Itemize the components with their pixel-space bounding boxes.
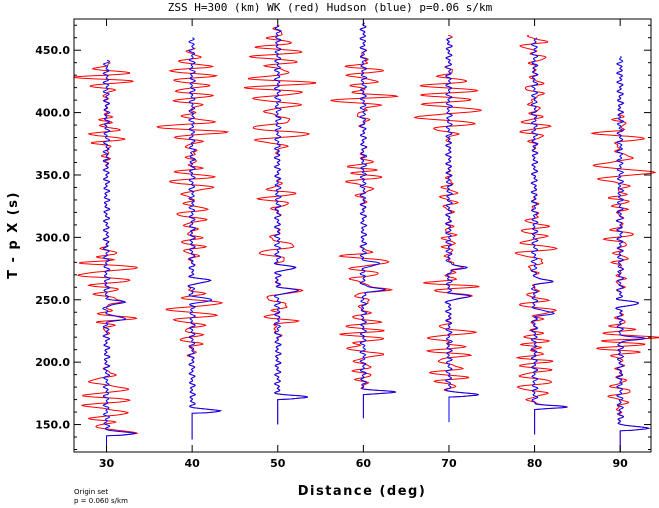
x-tick-label: 30 <box>99 457 115 470</box>
y-tick-label: 200.0 <box>35 356 70 369</box>
y-axis-label: T - p X (s) <box>6 191 21 279</box>
y-tick-label: 250.0 <box>35 294 70 307</box>
y-tick-label: 150.0 <box>35 419 70 432</box>
x-tick-label: 50 <box>270 457 286 470</box>
chart-title: ZSS H=300 (km) WK (red) Hudson (blue) p=… <box>168 1 493 14</box>
wk-trace <box>590 62 659 452</box>
hudson-trace <box>530 37 567 435</box>
hudson-trace <box>273 24 308 425</box>
y-axis-ticks: 150.0 200.0 250.0 300.0 350.0 400.0 450.0 <box>35 24 651 451</box>
hudson-trace <box>444 37 479 423</box>
hudson-trace <box>359 22 396 419</box>
x-tick-label: 70 <box>441 457 457 470</box>
wk-trace <box>514 34 568 435</box>
x-tick-label: 80 <box>527 457 543 470</box>
y-tick-label: 350.0 <box>35 169 70 182</box>
wk-trace <box>413 34 482 423</box>
plot-frame <box>73 18 652 453</box>
x-axis-ticks: 30 40 50 60 70 80 90 <box>99 19 628 470</box>
footer-slowness: p = 0.060 s/km <box>74 497 128 505</box>
wk-trace <box>73 62 139 452</box>
x-tick-label: 60 <box>356 457 372 470</box>
hudson-trace <box>102 59 137 452</box>
footer-origin: Origin set <box>74 488 108 496</box>
y-tick-label: 450.0 <box>35 44 70 57</box>
x-axis-label: Distance (deg) <box>298 484 427 499</box>
hudson-traces <box>102 22 651 452</box>
x-tick-label: 40 <box>184 457 200 470</box>
hudson-trace <box>187 37 223 440</box>
y-tick-label: 400.0 <box>35 107 70 120</box>
hudson-trace <box>615 56 651 452</box>
y-tick-label: 300.0 <box>35 231 70 244</box>
x-tick-label: 90 <box>613 457 629 470</box>
